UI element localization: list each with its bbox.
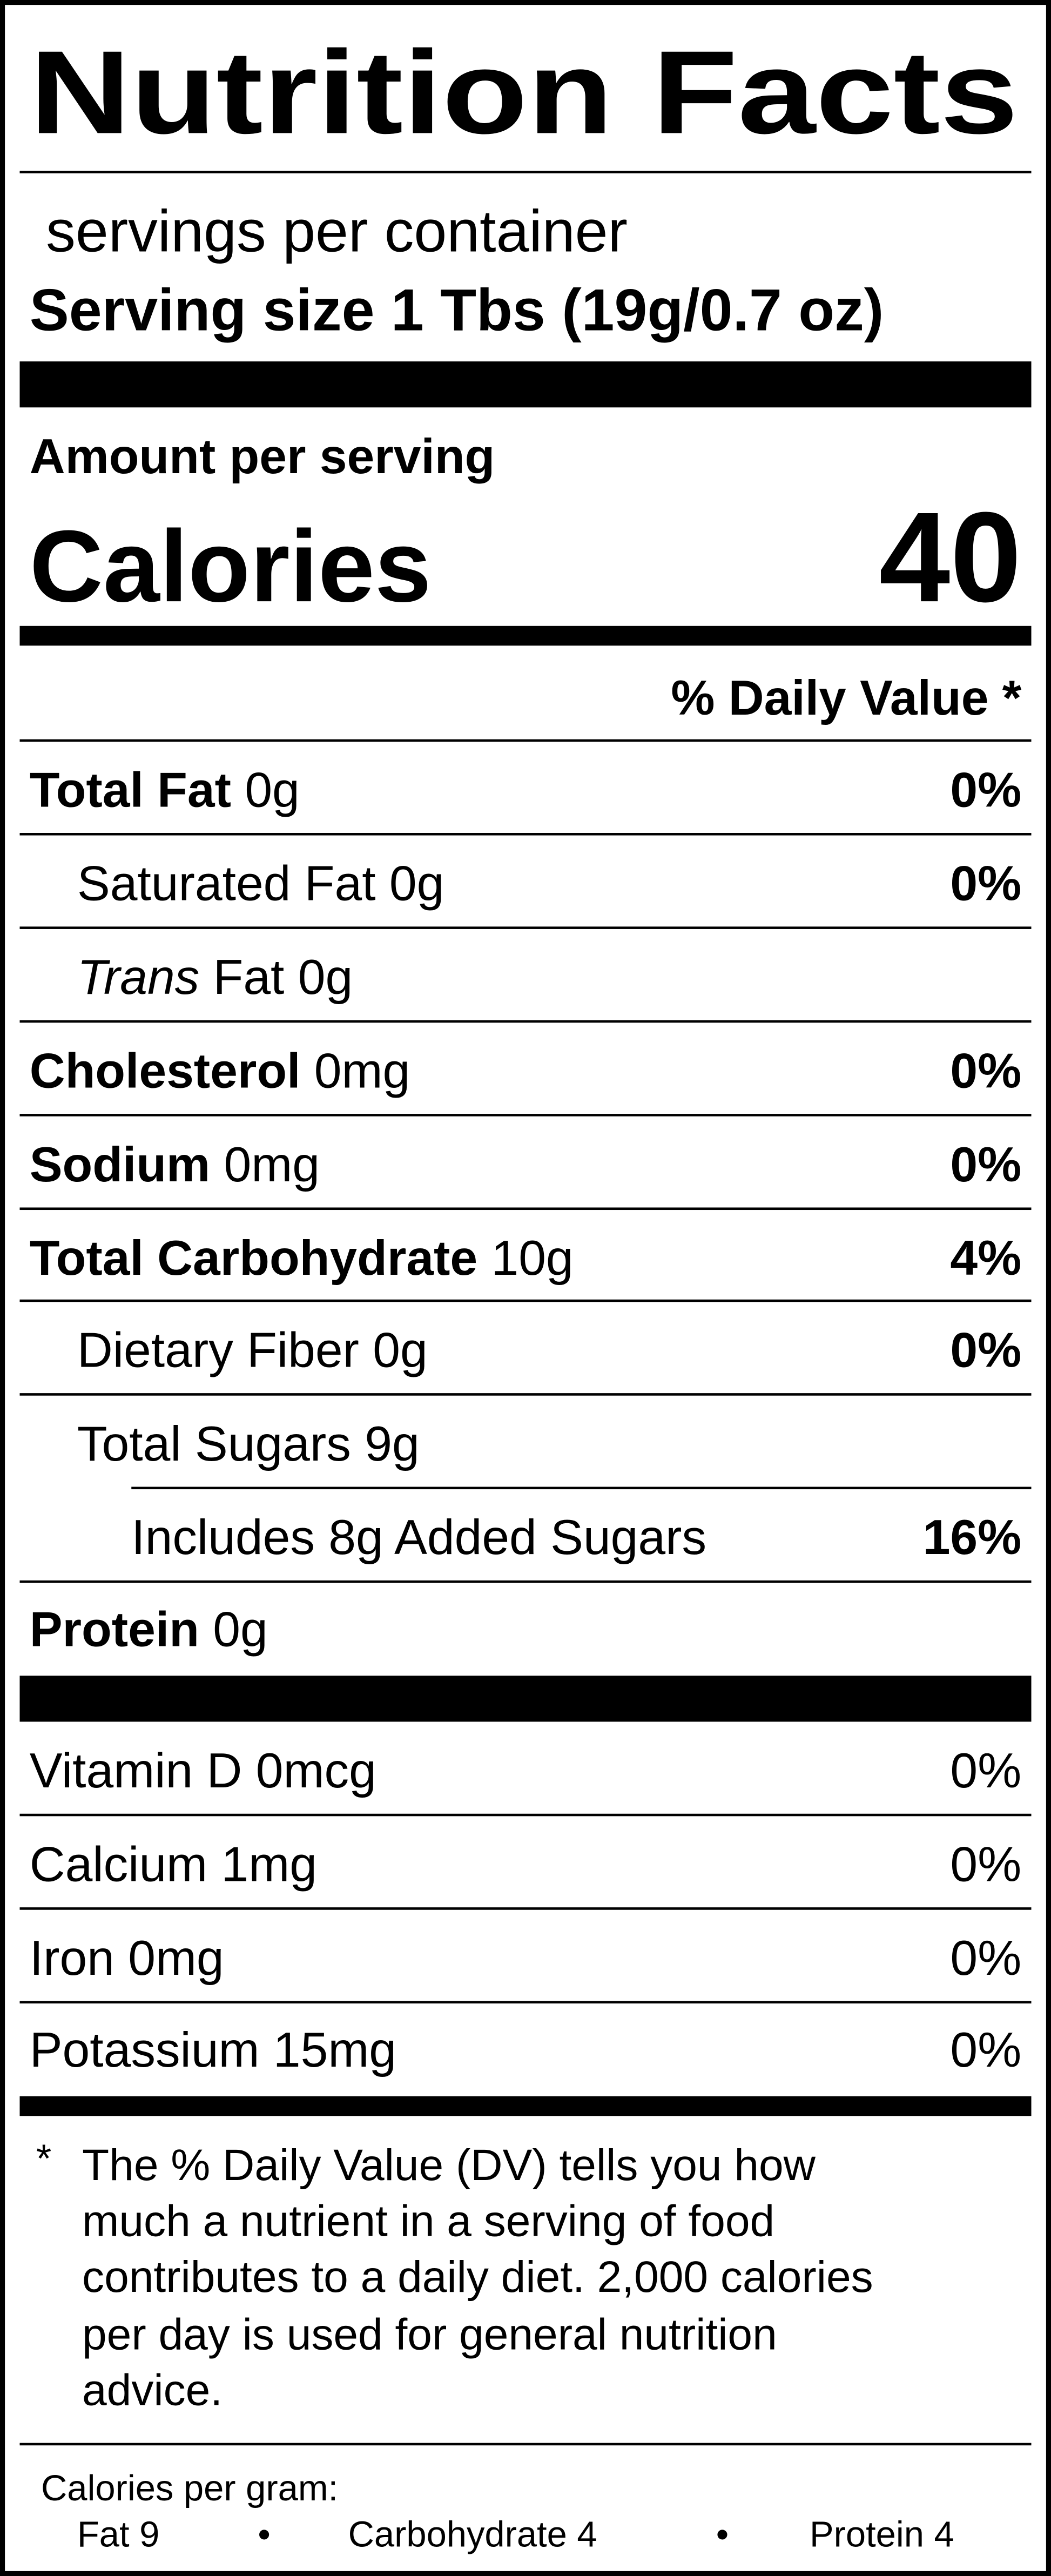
footnote-line: contributes to a daily diet. 2,000 calor… xyxy=(82,2252,873,2302)
micronutrient-amount: 0mg xyxy=(128,1931,224,1986)
nutrient: Saturated Fat 0g xyxy=(77,856,444,911)
nutrient-amount: 0mg xyxy=(314,1043,410,1098)
micronutrient-name: Calcium xyxy=(30,1837,207,1892)
micronutrient-dv: 0% xyxy=(950,1743,1021,1798)
per-gram: Protein 4 xyxy=(810,2514,954,2554)
micronutrient-name: Potassium xyxy=(30,2022,260,2077)
nutrient-name: Fat xyxy=(213,950,285,1005)
nutrient-amount: 0mg xyxy=(224,1137,319,1192)
calories-label: Calories xyxy=(30,509,432,623)
footnote-line: The % Daily Value (DV) tells you how xyxy=(82,2141,816,2190)
nutrient-name-italic: Trans xyxy=(77,950,199,1005)
rule xyxy=(19,2001,1032,2004)
nutrient-dv: 0% xyxy=(950,1137,1021,1192)
medium-bar xyxy=(19,2096,1032,2116)
rule xyxy=(19,1393,1032,1396)
nutrient: Total Fat 0g xyxy=(30,762,300,817)
serving-size-label: Serving size xyxy=(30,277,375,343)
nutrient-amount: 0g xyxy=(373,1322,427,1377)
footnote-mark: * xyxy=(36,2137,51,2181)
micronutrient: Vitamin D 0mcg xyxy=(30,1743,376,1798)
per-gram: Carbohydrate 4 xyxy=(348,2514,597,2554)
dv-header: % Daily Value * xyxy=(671,670,1021,725)
rule xyxy=(19,1299,1032,1302)
rule xyxy=(19,1020,1032,1023)
thick-bar xyxy=(19,361,1032,408)
rule xyxy=(19,1813,1032,1817)
separator: • xyxy=(716,2514,729,2554)
rule xyxy=(19,926,1032,929)
nutrient-dv: 0% xyxy=(950,1322,1021,1377)
serving-size-value: 1 Tbs (19g/0.7 oz) xyxy=(391,277,884,343)
serving-size: Serving size 1 Tbs (19g/0.7 oz) xyxy=(30,277,884,343)
micronutrient: Potassium 15mg xyxy=(30,2022,396,2077)
nutrient-name: Total Sugars xyxy=(77,1416,351,1471)
rule xyxy=(19,1580,1032,1583)
per-gram: Fat 9 xyxy=(77,2514,159,2554)
micronutrient-name: Vitamin D xyxy=(30,1743,242,1798)
nutrient-dv: 0% xyxy=(950,1043,1021,1098)
micronutrient-amount: 15mg xyxy=(273,2022,396,2077)
nutrient-dv: 16% xyxy=(923,1510,1022,1565)
micronutrient: Calcium 1mg xyxy=(30,1837,317,1892)
nutrient: Total Sugars 9g xyxy=(77,1416,420,1471)
nutrient: Trans Fat 0g xyxy=(77,950,353,1005)
medium-bar xyxy=(19,625,1032,646)
nutrient: Dietary Fiber 0g xyxy=(77,1322,428,1377)
nutrient-amount: 10g xyxy=(491,1230,573,1286)
micronutrient-name: Iron xyxy=(30,1931,114,1986)
per-gram-row: Fat 9 • Carbohydrate 4 • Protein 4 xyxy=(77,2514,954,2554)
micronutrient: Iron 0mg xyxy=(30,1931,224,1986)
footnote-line: much a nutrient in a serving of food xyxy=(82,2196,774,2245)
nutrient-dv: 4% xyxy=(950,1230,1021,1286)
nutrient-name: Includes 8g Added Sugars xyxy=(131,1510,706,1565)
rule xyxy=(19,2443,1032,2446)
nutrient-name: Saturated Fat xyxy=(77,856,376,911)
nutrient-dv: 0% xyxy=(950,856,1021,911)
servings: servings per container xyxy=(46,198,628,264)
amount-per-serving: Amount per serving xyxy=(30,429,495,484)
rule xyxy=(131,1487,1032,1490)
nutrient: Sodium 0mg xyxy=(30,1137,320,1192)
nutrient-amount: 0g xyxy=(245,762,299,817)
rule xyxy=(19,1207,1032,1210)
nutrient: Total Carbohydrate 10g xyxy=(30,1230,574,1286)
thick-bar xyxy=(19,1676,1032,1722)
nutrient: Protein 0g xyxy=(30,1602,268,1657)
micronutrient-dv: 0% xyxy=(950,1837,1021,1892)
footnote-line: advice. xyxy=(82,2366,223,2415)
micronutrient-amount: 1mg xyxy=(221,1837,316,1892)
rule xyxy=(19,739,1032,742)
nutrient-name: Sodium xyxy=(30,1137,210,1192)
nutrient-name: Protein xyxy=(30,1602,199,1657)
micronutrient-dv: 0% xyxy=(950,1931,1021,1986)
nutrient-amount: 0g xyxy=(389,856,444,911)
rule xyxy=(19,833,1032,836)
nutrient-dv: 0% xyxy=(950,762,1021,817)
title: Nutrition Facts xyxy=(30,26,1018,158)
rule xyxy=(19,1907,1032,1910)
calories-per-gram: Calories per gram: xyxy=(41,2468,338,2508)
rule xyxy=(19,1114,1032,1117)
nutrient-name: Dietary Fiber xyxy=(77,1322,359,1377)
nutrient: Cholesterol 0mg xyxy=(30,1043,410,1098)
micronutrient-dv: 0% xyxy=(950,2022,1021,2077)
nutrient-name: Cholesterol xyxy=(30,1043,301,1098)
nutrient-name: Total Fat xyxy=(30,762,231,817)
nutrient-amount: 0g xyxy=(298,950,353,1005)
micronutrient-amount: 0mcg xyxy=(256,1743,376,1798)
footnote: The % Daily Value (DV) tells you how muc… xyxy=(82,2141,873,2415)
nutrient-amount: 9g xyxy=(365,1416,419,1471)
rule xyxy=(19,171,1032,173)
footnote-line: per day is used for general nutrition xyxy=(82,2310,777,2359)
calories-value: 40 xyxy=(879,486,1021,629)
nutrient-name: Total Carbohydrate xyxy=(30,1230,477,1286)
separator: • xyxy=(258,2514,270,2554)
nutrient-amount: 0g xyxy=(213,1602,267,1657)
